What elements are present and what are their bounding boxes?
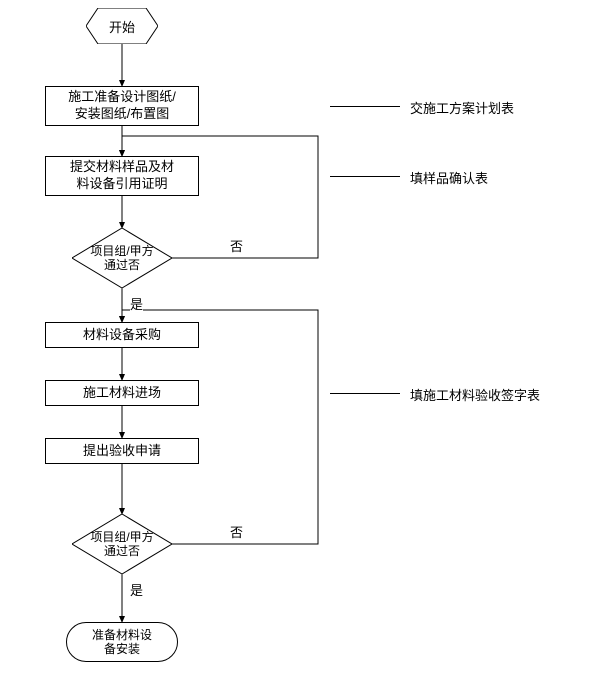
node-submit-label: 提交材料样品及材料设备引用证明: [70, 159, 174, 193]
node-decision2: 项目组/甲方通过否: [72, 514, 172, 574]
label-d2-yes: 是: [130, 580, 143, 599]
node-start: 开始: [86, 8, 158, 44]
node-start-label: 开始: [86, 8, 158, 44]
node-apply: 提出验收申请: [45, 438, 199, 464]
annotation-text-3: 填施工材料验收签字表: [410, 385, 540, 404]
node-end-label: 准备材料设备安装: [92, 628, 152, 657]
node-purchase: 材料设备采购: [45, 322, 199, 348]
node-submit: 提交材料样品及材料设备引用证明: [45, 156, 199, 196]
node-decision2-label: 项目组/甲方通过否: [90, 530, 153, 559]
label-d1-no: 否: [230, 236, 243, 255]
annotation-text-1: 交施工方案计划表: [410, 98, 514, 117]
annotation-line-1: [330, 106, 400, 107]
label-d1-yes: 是: [130, 294, 143, 313]
node-prep: 施工准备设计图纸/安装图纸/布置图: [45, 86, 199, 126]
node-enter: 施工材料进场: [45, 380, 199, 406]
node-purchase-label: 材料设备采购: [83, 327, 161, 344]
annotation-line-3: [330, 393, 400, 394]
annotation-line-2: [330, 176, 400, 177]
annotation-text-2: 填样品确认表: [410, 168, 488, 187]
node-decision1-label: 项目组/甲方通过否: [90, 244, 153, 273]
node-prep-label: 施工准备设计图纸/安装图纸/布置图: [68, 89, 176, 123]
node-apply-label: 提出验收申请: [83, 443, 161, 460]
node-decision1: 项目组/甲方通过否: [72, 228, 172, 288]
node-enter-label: 施工材料进场: [83, 385, 161, 402]
label-d2-no: 否: [230, 522, 243, 541]
node-end: 准备材料设备安装: [66, 622, 178, 662]
